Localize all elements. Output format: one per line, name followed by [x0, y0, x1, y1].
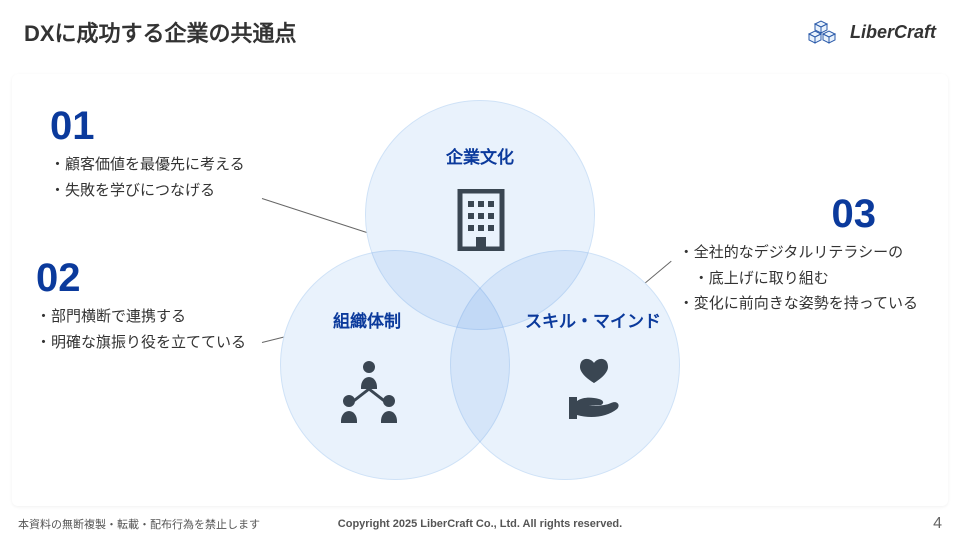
- footer-copyright: Copyright 2025 LiberCraft Co., Ltd. All …: [338, 518, 622, 530]
- content-panel: 企業文化 組織体制: [12, 74, 948, 506]
- item-bullets: 全社的なデジタルリテラシーの 底上げに取り組む 変化に前向きな姿勢を持っている: [679, 240, 918, 317]
- item-bullets: 部門横断で連携する 明確な旗振り役を立てている: [36, 304, 246, 355]
- slide: DXに成功する企業の共通点 LiberCraft 企業文化: [0, 0, 960, 540]
- item-bullets: 顧客価値を最優先に考える 失敗を学びにつなげる: [50, 152, 245, 203]
- bullet-text: 底上げに取り組む: [679, 266, 918, 292]
- item-number: 03: [679, 194, 918, 234]
- team-icon: [337, 359, 401, 430]
- venn-circle-right: スキル・マインド: [450, 250, 680, 480]
- header: DXに成功する企業の共通点 LiberCraft: [0, 0, 960, 64]
- venn-label-left: 組織体制: [253, 307, 481, 332]
- item-number: 02: [36, 258, 246, 298]
- item-02: 02 部門横断で連携する 明確な旗振り役を立てている: [36, 258, 246, 355]
- building-icon: [454, 189, 508, 256]
- item-number: 01: [50, 106, 245, 146]
- heart-hand-icon: [563, 357, 625, 426]
- venn-label-top: 企業文化: [366, 143, 594, 168]
- logo: LiberCraft: [808, 18, 936, 46]
- bullet-text: 変化に前向きな姿勢を持っている: [679, 291, 918, 317]
- slide-title: DXに成功する企業の共通点: [24, 16, 297, 48]
- venn-diagram: 企業文化 組織体制: [270, 100, 690, 480]
- item-01: 01 顧客価値を最優先に考える 失敗を学びにつなげる: [50, 106, 245, 203]
- footer-disclaimer: 本資料の無断複製・転載・配布行為を禁止します: [18, 516, 260, 532]
- logo-cubes-icon: [808, 18, 842, 46]
- page-number: 4: [933, 515, 942, 533]
- logo-text: LiberCraft: [850, 22, 936, 43]
- bullet-text: 顧客価値を最優先に考える: [50, 152, 245, 178]
- bullet-text: 明確な旗振り役を立てている: [36, 330, 246, 356]
- bullet-text: 部門横断で連携する: [36, 304, 246, 330]
- bullet-text: 失敗を学びにつなげる: [50, 178, 245, 204]
- item-03: 03 全社的なデジタルリテラシーの 底上げに取り組む 変化に前向きな姿勢を持って…: [679, 194, 918, 317]
- bullet-text: 全社的なデジタルリテラシーの: [679, 240, 918, 266]
- venn-label-right: スキル・マインド: [479, 307, 707, 332]
- footer: 本資料の無断複製・転載・配布行為を禁止します Copyright 2025 Li…: [0, 508, 960, 540]
